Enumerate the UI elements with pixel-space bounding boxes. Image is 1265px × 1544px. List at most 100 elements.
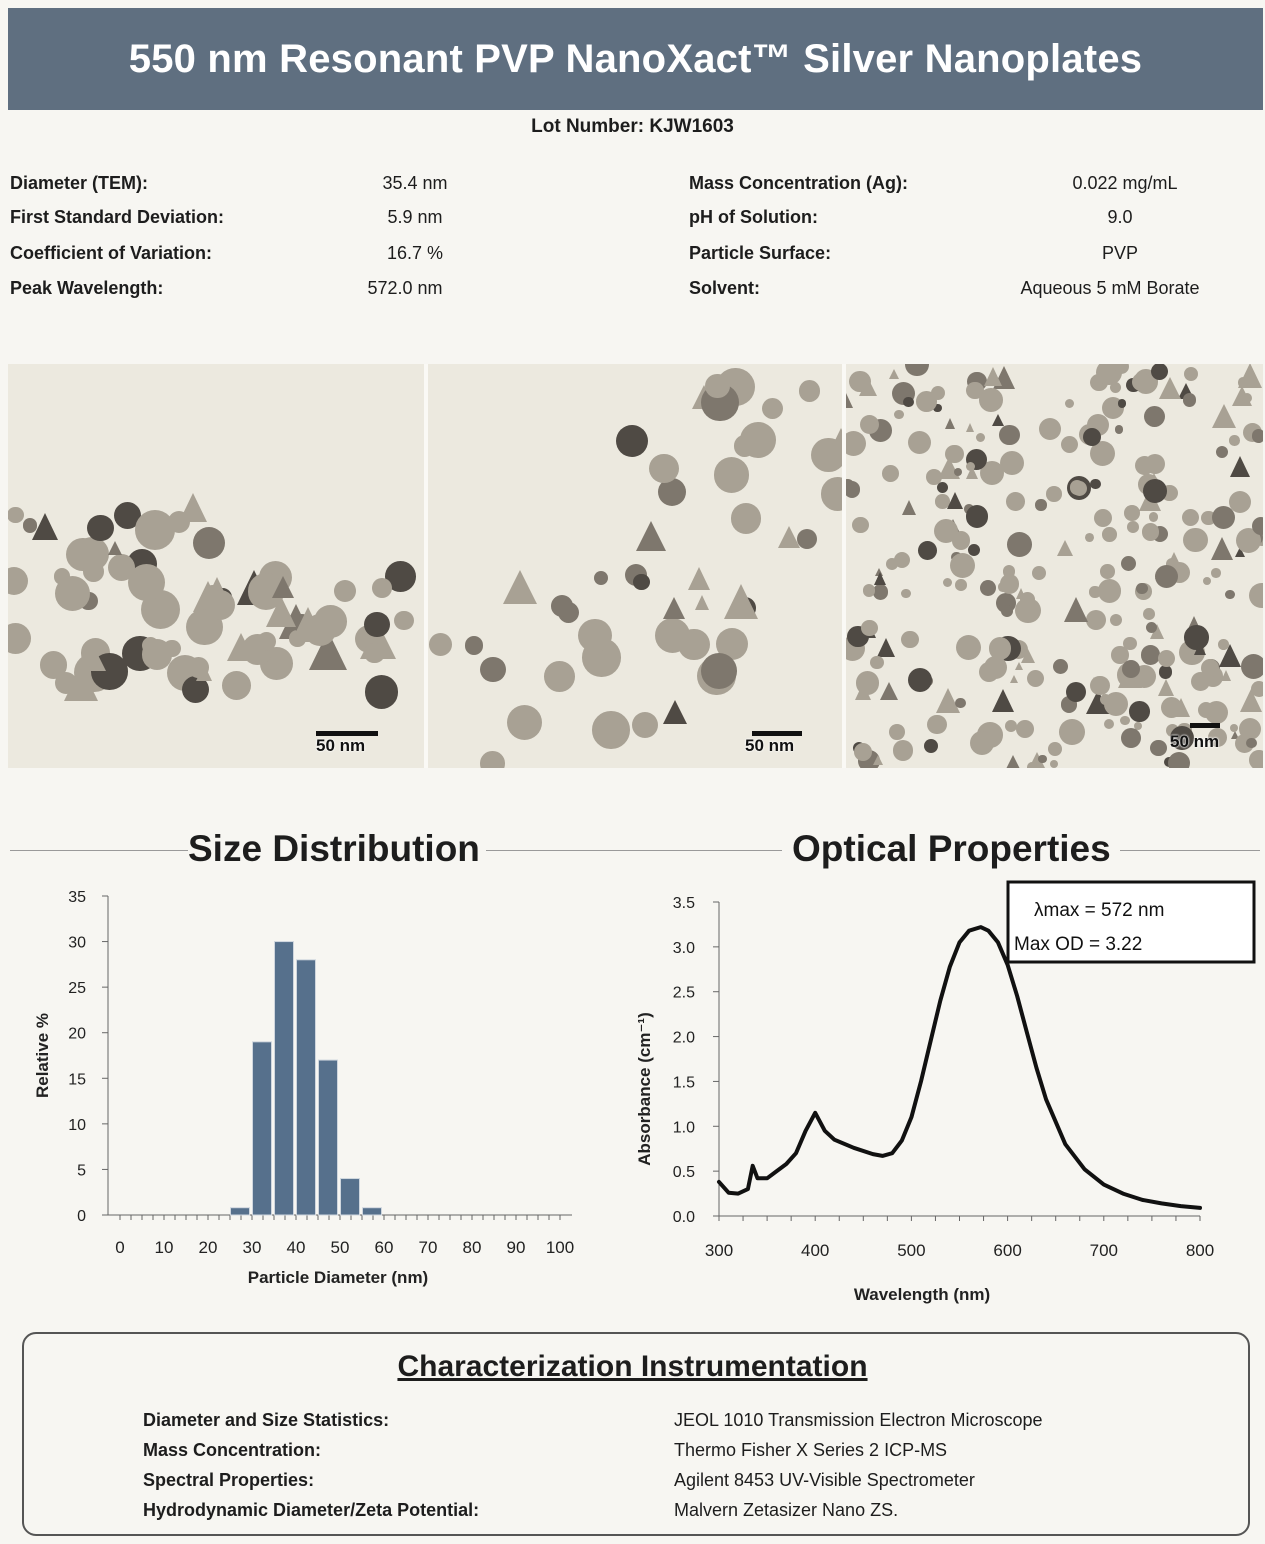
nanoparticle <box>1010 675 1019 684</box>
nanoparticle <box>1155 564 1179 588</box>
nanoparticle <box>1038 754 1047 764</box>
spec-value-diameter: 35.4 nm <box>382 173 448 193</box>
y-tick-label: 3.0 <box>673 940 695 957</box>
nanoparticle <box>1211 568 1221 578</box>
y-tick-label: 0.5 <box>673 1164 695 1181</box>
nanoparticle <box>852 516 869 534</box>
y-tick-label: 1.5 <box>673 1074 695 1091</box>
nanoparticle <box>1015 597 1041 624</box>
nanoparticle <box>695 594 709 610</box>
nanoparticle <box>1183 527 1208 553</box>
nanoparticle <box>1215 445 1229 459</box>
x-tick-label: 50 <box>331 1238 350 1257</box>
y-tick-label: 2.0 <box>673 1030 695 1047</box>
x-tick-label: 20 <box>199 1238 218 1257</box>
y-tick-label: 1.0 <box>673 1119 695 1136</box>
y-tick-label: 25 <box>68 980 86 997</box>
nanoparticle <box>965 381 984 400</box>
spec-value-ph: 9.0 <box>1107 207 1133 227</box>
nanoparticle <box>1228 491 1251 514</box>
nanoparticle <box>1145 621 1158 634</box>
tem-image-2: 50 nm <box>428 364 846 768</box>
nanoparticle <box>1014 662 1023 671</box>
nanoparticle <box>662 596 685 619</box>
nanoparticle <box>1114 364 1130 375</box>
nanoparticle <box>991 689 1014 713</box>
nanoparticle <box>592 711 630 749</box>
nanoparticle <box>1032 565 1046 580</box>
nanoparticle <box>984 655 1008 679</box>
scale-bar <box>1190 723 1220 728</box>
nanoparticle <box>1065 399 1075 409</box>
nanoparticle <box>1229 724 1238 733</box>
nanoparticle <box>881 464 899 482</box>
nanoparticle <box>593 571 608 586</box>
nanoparticle <box>1141 522 1160 541</box>
spec-value-peak-wavelength: 572.0 nm <box>367 278 443 298</box>
nanoparticle <box>1221 670 1232 682</box>
instrument-value: Malvern Zetasizer Nano ZS. <box>674 1500 899 1520</box>
nanoparticle <box>979 579 996 596</box>
nanoparticle <box>908 667 933 692</box>
nanoparticle <box>979 388 1003 412</box>
y-tick-label: 35 <box>68 889 86 906</box>
nanoparticle <box>1234 546 1245 557</box>
nanoparticle <box>861 620 878 637</box>
nanoparticle <box>859 377 878 396</box>
nanoparticle <box>678 628 710 661</box>
nanoparticle <box>955 697 966 709</box>
page-title: 550 nm Resonant PVP NanoXact™ Silver Nan… <box>8 8 1263 110</box>
y-tick-label: 10 <box>68 1117 86 1134</box>
nanoparticle <box>502 570 537 605</box>
nanoparticle <box>1135 582 1148 595</box>
nanoparticle <box>1224 589 1235 600</box>
spec-label-mass-concentration: Mass Concentration (Ag): <box>689 173 909 193</box>
absorbance-line <box>717 925 1202 1210</box>
nanoparticle <box>1035 499 1047 511</box>
nanoparticle <box>1099 694 1111 706</box>
y-axis-label: Relative % <box>33 1013 52 1098</box>
nanoparticle <box>1015 720 1034 739</box>
nanoparticle <box>942 577 952 587</box>
nanoparticle <box>905 364 929 377</box>
nanoparticle <box>888 368 899 379</box>
nanoparticle <box>1242 393 1253 404</box>
spec-value-cv: 16.7 % <box>386 243 444 263</box>
nanoparticle <box>87 514 114 542</box>
nanoparticle <box>1069 480 1085 495</box>
spec-label-peak-wavelength: Peak Wavelength: <box>10 278 164 298</box>
nanoparticle <box>988 637 1011 660</box>
instrumentation-box <box>22 1332 1250 1536</box>
nanoparticle <box>1210 536 1233 560</box>
bar <box>340 1178 360 1216</box>
nanoparticle <box>1038 418 1061 441</box>
nanoparticle <box>889 724 905 741</box>
size-distribution-chart: 0 5 10 15 20 25 30 35 0 10 20 30 40 50 60 70 80 90 100 Part… <box>33 889 574 1287</box>
nanoparticle <box>1048 742 1062 756</box>
nanoparticle <box>877 638 896 658</box>
nanoparticle <box>1148 512 1159 522</box>
nanoparticle <box>632 711 659 738</box>
nanoparticle <box>480 751 505 768</box>
nanoparticle <box>1004 755 1021 768</box>
nanoparticle <box>107 540 122 555</box>
nanoparticle <box>543 661 575 692</box>
nanoparticle <box>1150 739 1167 756</box>
nanoparticle <box>916 391 937 412</box>
nanoparticle <box>967 544 980 557</box>
nanoparticle <box>1167 752 1190 768</box>
nanoparticle <box>1090 478 1101 490</box>
nanoparticle <box>1238 717 1261 740</box>
nanoparticle <box>1121 728 1142 749</box>
nanoparticle <box>1104 718 1115 729</box>
nanoparticle <box>8 566 28 595</box>
nanoparticle <box>1127 521 1140 534</box>
divider <box>1120 850 1260 851</box>
nanoparticle <box>550 595 573 618</box>
bar <box>274 941 294 1216</box>
nanoparticle <box>933 518 958 544</box>
nanoparticle <box>226 633 255 662</box>
nanoparticle <box>1060 436 1078 453</box>
x-tick-label: 800 <box>1186 1241 1214 1260</box>
nanoparticle <box>1170 725 1195 750</box>
